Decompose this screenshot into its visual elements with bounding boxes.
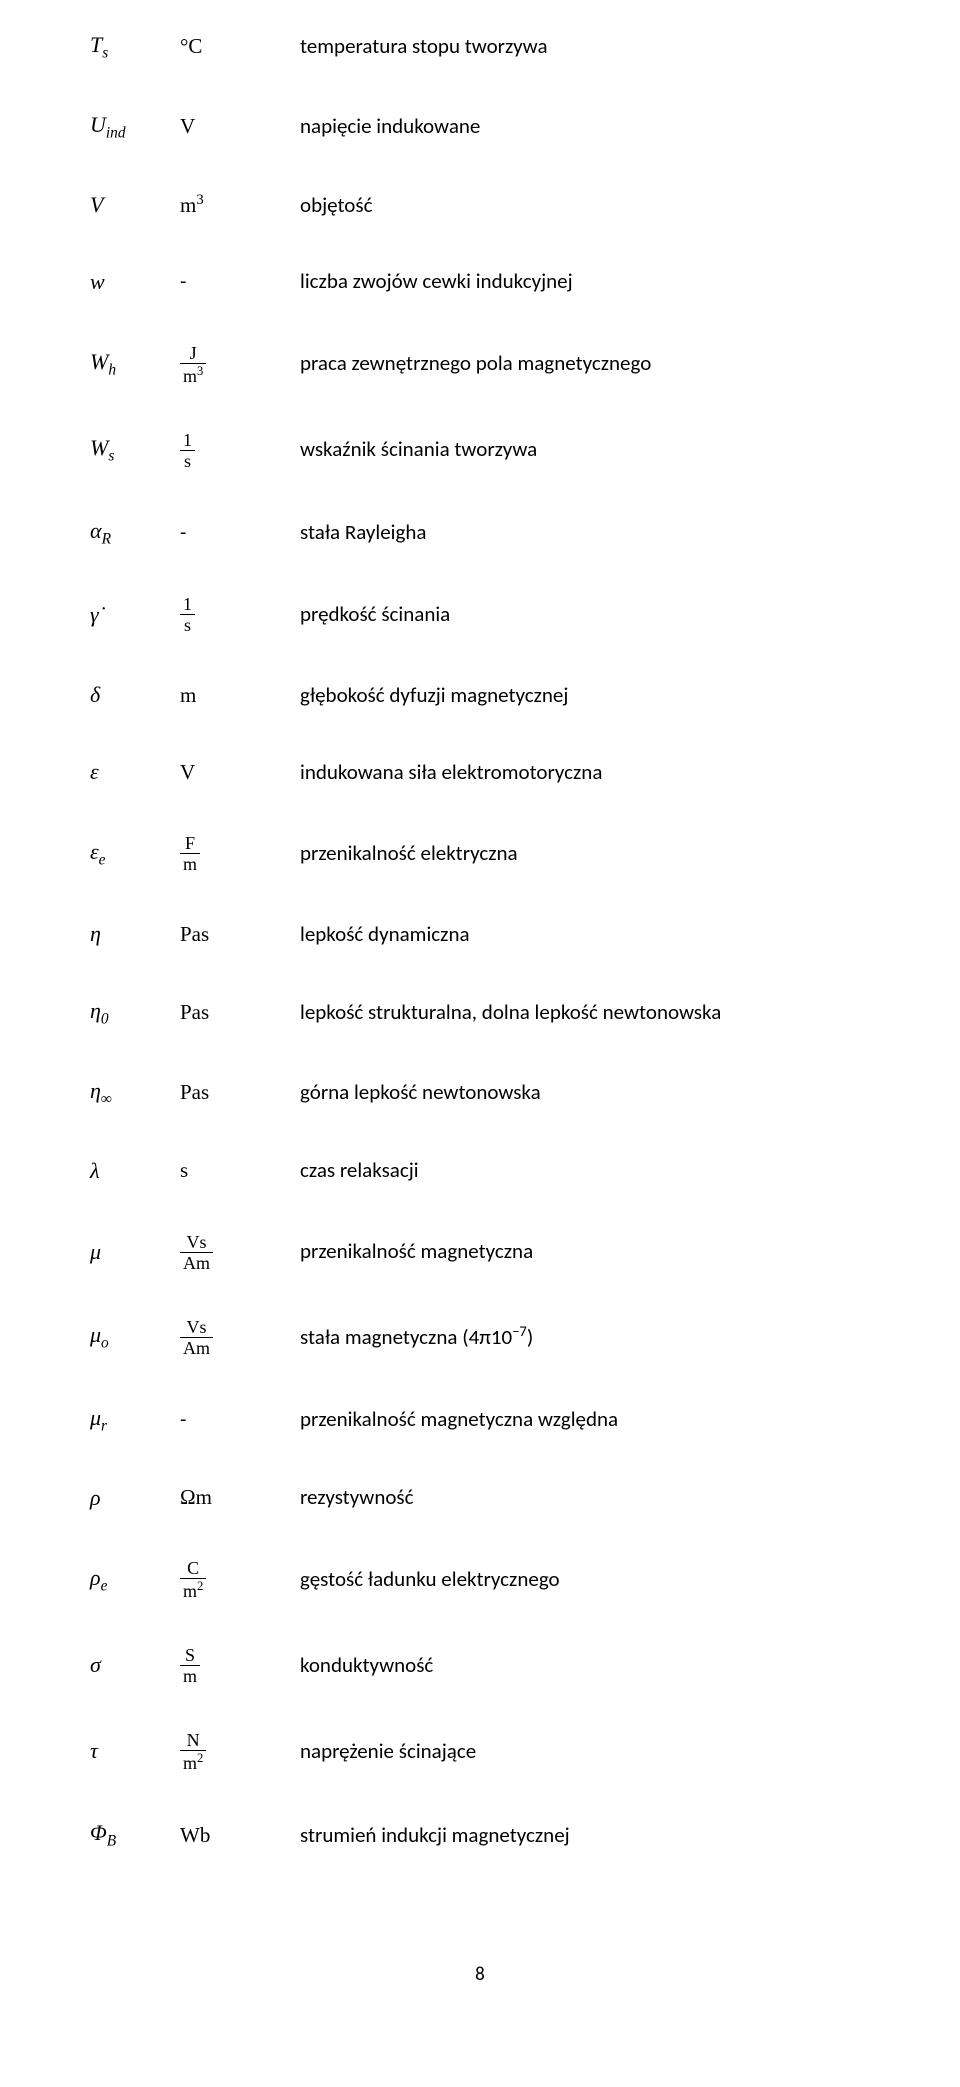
symbol-cell: Uind bbox=[90, 110, 180, 144]
symbol-cell: μo bbox=[90, 1320, 180, 1354]
symbol-cell: μ bbox=[90, 1237, 180, 1268]
symbol-cell: εe bbox=[90, 837, 180, 871]
description-cell: objętość bbox=[300, 191, 870, 220]
description-cell: głębokość dyfuzji magnetycznej bbox=[300, 681, 870, 710]
description-cell: temperatura stopu tworzywa bbox=[300, 32, 870, 61]
description-cell: liczba zwojów cewki indukcyjnej bbox=[300, 267, 870, 296]
symbol-cell: σ bbox=[90, 1650, 180, 1681]
symbol-row: τNm2naprężenie ścinające bbox=[90, 1731, 870, 1772]
unit-cell: m3 bbox=[180, 190, 300, 220]
unit-cell: Fm bbox=[180, 834, 300, 873]
symbol-row: UindVnapięcie indukowane bbox=[90, 110, 870, 144]
description-cell: rezystywność bbox=[300, 1483, 870, 1512]
symbol-cell: δ bbox=[90, 680, 180, 711]
description-cell: lepkość strukturalna, dolna lepkość newt… bbox=[300, 998, 870, 1027]
unit-cell: s bbox=[180, 1156, 300, 1185]
symbol-row: ΦBWbstrumień indukcji magnetycznej bbox=[90, 1818, 870, 1852]
symbol-row: σSmkonduktywność bbox=[90, 1646, 870, 1685]
symbol-cell: αR bbox=[90, 516, 180, 550]
unit-cell: Jm3 bbox=[180, 344, 300, 385]
description-cell: strumień indukcji magnetycznej bbox=[300, 1821, 870, 1850]
unit-cell: Sm bbox=[180, 1646, 300, 1685]
unit-cell: V bbox=[180, 112, 300, 141]
symbol-cell: V bbox=[90, 190, 180, 221]
symbol-row: λsczas relaksacji bbox=[90, 1156, 870, 1187]
description-cell: czas relaksacji bbox=[300, 1156, 870, 1185]
symbol-cell: γ̇ bbox=[90, 600, 180, 631]
unit-cell: m bbox=[180, 681, 300, 710]
description-cell: naprężenie ścinające bbox=[300, 1737, 870, 1766]
unit-cell: VsAm bbox=[180, 1233, 300, 1272]
symbol-row: ρeCm2gęstość ładunku elektrycznego bbox=[90, 1559, 870, 1600]
symbol-cell: η0 bbox=[90, 996, 180, 1030]
description-cell: przenikalność magnetyczna względna bbox=[300, 1405, 870, 1434]
symbol-row: αR-stała Rayleigha bbox=[90, 516, 870, 550]
symbol-cell: Wh bbox=[90, 347, 180, 381]
description-cell: przenikalność elektryczna bbox=[300, 839, 870, 868]
symbol-cell: μr bbox=[90, 1403, 180, 1437]
description-cell: lepkość dynamiczna bbox=[300, 920, 870, 949]
unit-cell: 1s bbox=[180, 595, 300, 634]
unit-cell: Pas bbox=[180, 920, 300, 949]
description-cell: prędkość ścinania bbox=[300, 600, 870, 629]
unit-cell: Pas bbox=[180, 1078, 300, 1107]
symbol-row: η∞Pasgórna lepkość newtonowska bbox=[90, 1076, 870, 1110]
symbol-row: μr-przenikalność magnetyczna względna bbox=[90, 1403, 870, 1437]
symbol-cell: Ws bbox=[90, 433, 180, 467]
symbol-cell: τ bbox=[90, 1736, 180, 1767]
unit-cell: - bbox=[180, 518, 300, 547]
description-cell: gęstość ładunku elektrycznego bbox=[300, 1565, 870, 1594]
symbol-row: εeFmprzenikalność elektryczna bbox=[90, 834, 870, 873]
symbol-cell: w bbox=[90, 267, 180, 298]
description-cell: stała Rayleigha bbox=[300, 518, 870, 547]
symbol-cell: ρ bbox=[90, 1483, 180, 1514]
unit-cell: Pas bbox=[180, 998, 300, 1027]
symbol-row: Ts°Ctemperatura stopu tworzywa bbox=[90, 30, 870, 64]
description-cell: wskaźnik ścinania tworzywa bbox=[300, 435, 870, 464]
description-cell: napięcie indukowane bbox=[300, 112, 870, 141]
symbol-row: μVsAmprzenikalność magnetyczna bbox=[90, 1233, 870, 1272]
unit-cell: - bbox=[180, 267, 300, 296]
description-cell: przenikalność magnetyczna bbox=[300, 1237, 870, 1266]
symbol-row: μoVsAmstała magnetyczna (4π10−7) bbox=[90, 1318, 870, 1357]
symbol-row: Ws1swskaźnik ścinania tworzywa bbox=[90, 431, 870, 470]
description-cell: stała magnetyczna (4π10−7) bbox=[300, 1321, 870, 1352]
unit-cell: 1s bbox=[180, 431, 300, 470]
unit-cell: Cm2 bbox=[180, 1559, 300, 1600]
symbol-row: γ̇1sprędkość ścinania bbox=[90, 595, 870, 634]
symbol-cell: ρe bbox=[90, 1563, 180, 1597]
symbol-row: η0Paslepkość strukturalna, dolna lepkość… bbox=[90, 996, 870, 1030]
unit-cell: V bbox=[180, 758, 300, 787]
page-number: 8 bbox=[90, 1962, 870, 1989]
symbol-cell: λ bbox=[90, 1156, 180, 1187]
description-cell: indukowana siła elektromotoryczna bbox=[300, 758, 870, 787]
symbol-row: εVindukowana siła elektromotoryczna bbox=[90, 757, 870, 788]
symbol-cell: ΦB bbox=[90, 1818, 180, 1852]
unit-cell: - bbox=[180, 1405, 300, 1434]
symbol-row: δmgłębokość dyfuzji magnetycznej bbox=[90, 680, 870, 711]
unit-cell: Nm2 bbox=[180, 1731, 300, 1772]
unit-cell: Wb bbox=[180, 1821, 300, 1850]
symbol-row: Vm3objętość bbox=[90, 190, 870, 221]
unit-cell: °C bbox=[180, 32, 300, 61]
symbol-table: Ts°Ctemperatura stopu tworzywaUindVnapię… bbox=[90, 30, 870, 1852]
description-cell: konduktywność bbox=[300, 1651, 870, 1680]
symbol-row: WhJm3praca zewnętrznego pola magnetyczne… bbox=[90, 344, 870, 385]
description-cell: górna lepkość newtonowska bbox=[300, 1078, 870, 1107]
symbol-cell: ε bbox=[90, 757, 180, 788]
symbol-row: w-liczba zwojów cewki indukcyjnej bbox=[90, 267, 870, 298]
description-cell: praca zewnętrznego pola magnetycznego bbox=[300, 349, 870, 378]
unit-cell: VsAm bbox=[180, 1318, 300, 1357]
unit-cell: Ωm bbox=[180, 1483, 300, 1512]
symbol-row: ρΩmrezystywność bbox=[90, 1483, 870, 1514]
symbol-cell: Ts bbox=[90, 30, 180, 64]
symbol-row: ηPaslepkość dynamiczna bbox=[90, 919, 870, 950]
symbol-cell: η∞ bbox=[90, 1076, 180, 1110]
symbol-cell: η bbox=[90, 919, 180, 950]
